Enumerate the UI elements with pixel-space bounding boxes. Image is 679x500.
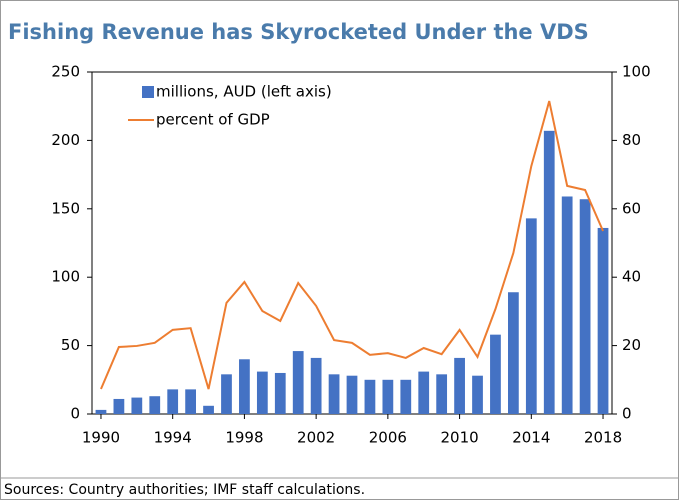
bar (382, 379, 394, 414)
bar (579, 199, 591, 414)
y-tick-label: 50 (61, 336, 80, 354)
y2-tick-label: 100 (622, 63, 651, 81)
bar (256, 371, 268, 414)
y2-tick-label: 60 (622, 199, 641, 217)
x-tick-label: 1998 (225, 429, 263, 447)
bar (203, 405, 214, 414)
x-tick-label: 1994 (154, 429, 192, 447)
y-tick-label: 250 (51, 63, 80, 81)
bar (436, 374, 448, 414)
chart-title: Fishing Revenue has Skyrocketed Under th… (8, 20, 589, 44)
bar (490, 334, 501, 414)
bar (310, 357, 322, 414)
bar (472, 375, 483, 414)
bar (274, 372, 286, 414)
bar (185, 389, 196, 414)
y-tick-label: 0 (70, 405, 80, 423)
bar (95, 409, 107, 414)
bar (508, 292, 519, 414)
bar (597, 227, 609, 414)
x-tick-label: 2002 (297, 429, 335, 447)
x-tick-label: 2014 (512, 429, 550, 447)
bar (364, 379, 376, 414)
bar (525, 218, 537, 414)
bar (400, 379, 412, 414)
bar (113, 398, 125, 414)
x-tick-label: 1990 (82, 429, 120, 447)
line (100, 100, 604, 390)
legend-swatch (142, 86, 154, 98)
source-note: Sources: Country authorities; IMF staff … (4, 482, 365, 498)
bar (167, 389, 179, 414)
bar (561, 196, 573, 414)
legend-label: millions, AUD (left axis) (156, 83, 332, 101)
y-tick-label: 200 (51, 131, 80, 149)
bar (292, 351, 304, 414)
bar (328, 374, 340, 414)
y2-tick-label: 80 (622, 131, 641, 149)
legend-label: percent of GDP (156, 111, 270, 129)
bar (346, 375, 358, 414)
y-tick-label: 100 (51, 268, 80, 286)
bar (149, 396, 161, 414)
bar (239, 359, 250, 414)
y2-tick-label: 0 (622, 405, 632, 423)
x-tick-label: 2010 (440, 429, 478, 447)
y2-tick-label: 40 (622, 268, 641, 286)
bar (454, 357, 465, 414)
bar (543, 130, 555, 414)
bar (221, 374, 232, 414)
bar (131, 397, 143, 414)
bar (418, 371, 430, 414)
y2-tick-label: 20 (622, 336, 641, 354)
x-tick-label: 2018 (584, 429, 622, 447)
y-tick-label: 150 (51, 199, 80, 217)
x-tick-label: 2006 (369, 429, 407, 447)
